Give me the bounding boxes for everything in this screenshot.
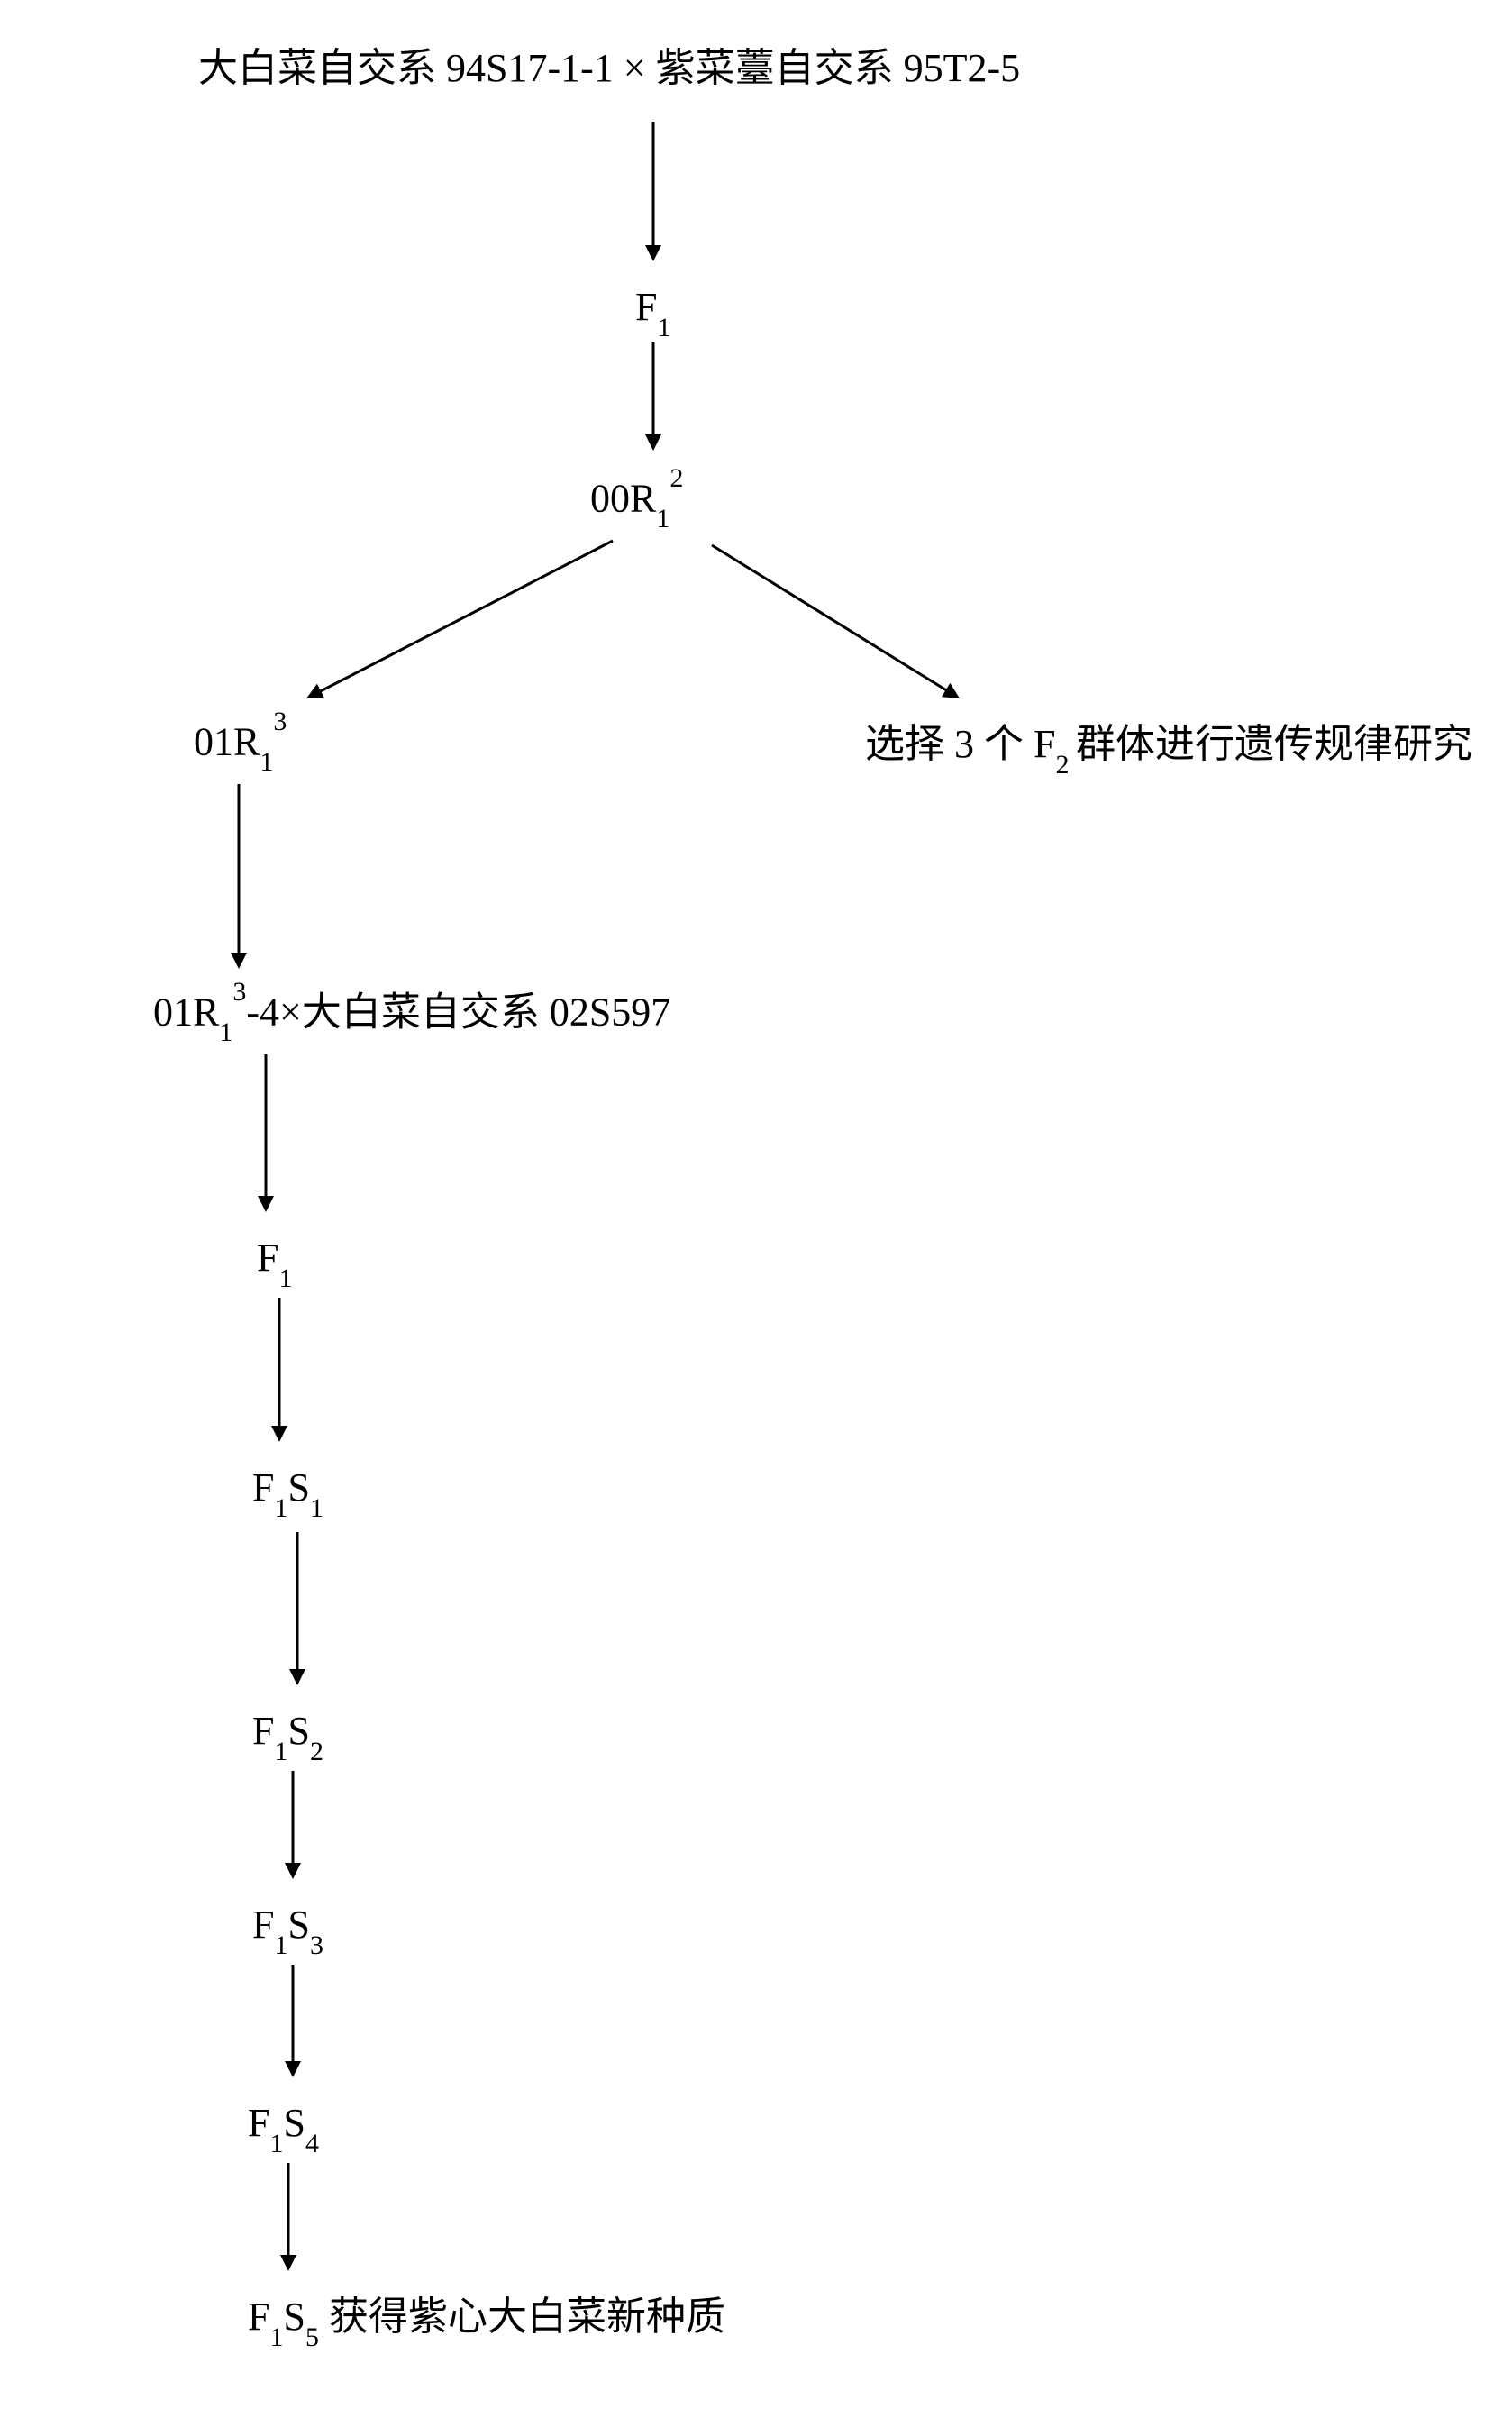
node-text-part: -4×大白菜自交系 02S597	[246, 990, 670, 1035]
node-text-part: 2	[310, 1737, 323, 1766]
node-text-part: F	[252, 1465, 274, 1510]
node-text-part: F	[635, 285, 657, 329]
node-text-part: F	[252, 1709, 274, 1753]
node-text-part: 5	[305, 2322, 319, 2352]
node-text-part: S	[287, 1903, 309, 1947]
node-text-part: F	[252, 1903, 274, 1947]
flowchart-arrow	[279, 1514, 315, 1703]
node-text-part: 1	[260, 747, 273, 777]
flowchart-node: F1S1	[252, 1465, 323, 1518]
flowchart-node: 01R13-4×大白菜自交系 02S597	[153, 987, 670, 1042]
node-text-part: 选择 3 个 F	[865, 722, 1055, 766]
node-text-part: 群体进行遗传规律研究	[1076, 722, 1472, 766]
node-text-part: S	[287, 1465, 309, 1510]
node-text-part: 获得紫心大白菜新种质	[319, 2295, 725, 2339]
flowchart-node: 大白菜自交系 94S17-1-1 × 紫菜薹自交系 95T2-5	[198, 45, 1020, 93]
node-text-part: 00R	[590, 477, 656, 521]
flowchart-arrow	[635, 104, 671, 279]
node-text-part: 01R	[194, 720, 260, 764]
node-text-part: 1	[269, 2322, 283, 2352]
node-text-part: F	[257, 1236, 278, 1280]
flowchart-node: 00R12	[590, 473, 683, 528]
node-text-part: S	[283, 2101, 305, 2145]
flowchart-node: 01R13	[194, 716, 287, 771]
node-text-part: 1	[219, 1017, 232, 1047]
node-text-part: F	[248, 2295, 269, 2339]
node-text-part: 4	[305, 2129, 319, 2158]
flowchart-arrow	[248, 1036, 284, 1230]
flowchart-arrow	[221, 766, 257, 987]
flowchart-arrow	[694, 527, 978, 716]
node-text-part: S	[287, 1709, 309, 1753]
node-text-part: 3	[310, 1930, 323, 1960]
node-text-part: 大白菜自交系 94S17-1-1 × 紫菜薹自交系 95T2-5	[198, 46, 1020, 90]
flowchart-node: 选择 3 个 F2 群体进行遗传规律研究	[865, 721, 1472, 774]
flowchart-arrow	[275, 1947, 311, 2095]
flowchart-arrow	[288, 523, 631, 716]
flowchart-arrow	[261, 1280, 297, 1460]
node-text-part: F	[248, 2101, 269, 2145]
node-text-part: 01R	[153, 990, 219, 1035]
node-text-part: 2	[669, 463, 683, 493]
node-text-part: 3	[273, 707, 287, 736]
node-text-part: 1	[656, 504, 669, 534]
flowchart-arrow	[275, 1753, 311, 1897]
flowchart-arrow	[270, 2145, 306, 2289]
flowchart-node: F1S5 获得紫心大白菜新种质	[248, 2294, 725, 2347]
flowchart-arrow	[635, 324, 671, 469]
node-text-part: S	[283, 2295, 305, 2339]
node-text-part: 2	[1055, 750, 1076, 780]
